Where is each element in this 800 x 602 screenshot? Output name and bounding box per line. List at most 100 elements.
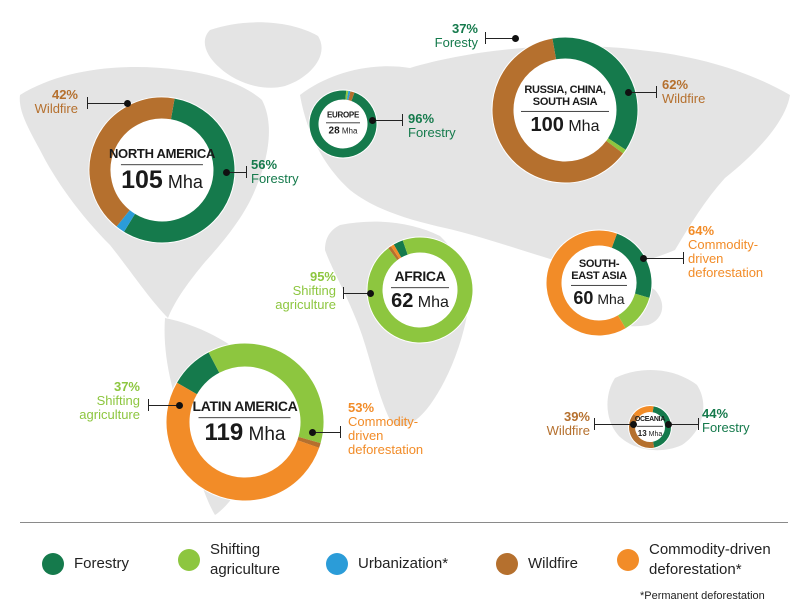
callout-percent: 62% — [662, 78, 742, 92]
callout-label: 44%Forestry — [702, 407, 762, 435]
africa-segment-commodity — [395, 251, 397, 252]
legend-swatch-wildfire — [496, 553, 518, 575]
callout-text: Commodity-driven deforestation — [688, 238, 778, 280]
callout-leader-dot — [367, 290, 374, 297]
callout-leader-dot — [309, 429, 316, 436]
callout-leader-cap — [698, 418, 699, 430]
oceania-total-value: 13 — [638, 429, 647, 438]
callout-leader-dot — [625, 89, 632, 96]
latin-america-total: 119 Mha — [193, 421, 298, 445]
callout-leader-cap — [656, 86, 657, 98]
callout-percent: 56% — [251, 158, 331, 172]
europe-rule — [326, 123, 360, 124]
callout-label: 64%Commodity-driven deforestation — [688, 224, 778, 280]
africa-rule — [391, 287, 449, 288]
south-east-asia-total-unit: Mha — [593, 291, 624, 307]
callout-leader-cap — [246, 166, 247, 178]
callout-leader-dot — [223, 169, 230, 176]
south-east-asia-rule — [571, 285, 627, 286]
russia-china-south-asia-segment-shifting — [615, 144, 617, 147]
latin-america-total-value: 119 — [205, 419, 244, 446]
callout-label: 62%Wildfire — [662, 78, 742, 106]
legend-swatch-shifting — [178, 549, 200, 571]
callout-text: Wildfire — [30, 102, 78, 116]
callout-leader-cap — [402, 114, 403, 126]
legend-label-wildfire: Wildfire — [528, 554, 578, 574]
callout-leader-line — [372, 120, 402, 121]
callout-leader-line — [87, 103, 127, 104]
europe-total-unit: Mha — [340, 127, 358, 136]
callout-leader-dot — [176, 402, 183, 409]
callout-leader-cap — [485, 32, 486, 44]
legend-swatch-urbanization — [326, 553, 348, 575]
callout-text: Wildfire — [540, 424, 590, 438]
latin-america-rule — [199, 417, 291, 418]
callout-leader-dot — [665, 421, 672, 428]
callout-text: Forestry — [251, 172, 331, 186]
legend-divider — [20, 522, 788, 523]
callout-leader-cap — [87, 97, 88, 109]
callout-text: Shifting agriculture — [268, 284, 336, 312]
north-america-rule — [121, 164, 203, 165]
oceania-total-unit: Mha — [647, 431, 663, 438]
callout-leader-line — [668, 424, 698, 425]
callout-text: Foresty — [428, 36, 478, 50]
callout-leader-dot — [369, 117, 376, 124]
russia-china-south-asia-name: RUSSIA, CHINA, SOUTH ASIA — [516, 85, 614, 108]
oceania-total: 13 Mha — [635, 430, 665, 438]
callout-percent: 96% — [408, 112, 488, 126]
legend-swatch-commodity — [617, 549, 639, 571]
legend-item-urbanization: Urbanization* — [326, 553, 466, 575]
latin-america-segment-wildfire — [308, 440, 309, 444]
russia-china-south-asia-total-value: 100 — [531, 114, 564, 136]
north-america-name: NORTH AMERICA — [109, 147, 215, 161]
callout-percent: 44% — [702, 407, 762, 421]
oceania-name: OCEANIA — [635, 416, 665, 423]
russia-china-south-asia-total-unit: Mha — [564, 118, 600, 135]
callout-label: 42%Wildfire — [30, 88, 78, 116]
callout-leader-cap — [594, 418, 595, 430]
legend-item-commodity: Commodity-driven deforestation* — [617, 540, 787, 580]
north-america-center-label: NORTH AMERICA 105 Mha — [109, 147, 215, 193]
latin-america-total-unit: Mha — [243, 424, 285, 445]
russia-china-south-asia-rule — [521, 111, 609, 112]
north-america-total-unit: Mha — [163, 172, 203, 192]
oceania-rule — [637, 426, 663, 427]
legend-item-wildfire: Wildfire — [496, 553, 596, 575]
callout-leader-cap — [683, 252, 684, 264]
callout-leader-line — [594, 424, 633, 425]
north-america-total-value: 105 — [121, 166, 163, 194]
south-east-asia-total: 60 Mha — [566, 289, 632, 307]
europe-segment-wildfire — [349, 96, 353, 97]
callout-leader-line — [485, 38, 515, 39]
callout-percent: 53% — [348, 401, 438, 415]
callout-leader-line — [148, 405, 179, 406]
africa-total-unit: Mha — [413, 294, 449, 311]
north-america-total: 105 Mha — [109, 168, 215, 193]
callout-label: 37%Shifting agriculture — [70, 380, 140, 422]
callout-percent: 39% — [540, 410, 590, 424]
callout-leader-line — [343, 293, 370, 294]
oceania-center-label: OCEANIA 13 Mha — [635, 416, 665, 438]
legend-label-shifting: Shifting agriculture — [210, 540, 288, 580]
callout-text: Wildfire — [662, 92, 742, 106]
callout-leader-line — [312, 432, 340, 433]
callout-leader-cap — [340, 426, 341, 438]
russia-china-south-asia-center-label: RUSSIA, CHINA, SOUTH ASIA 100 Mha — [516, 85, 614, 135]
callout-leader-line — [628, 92, 656, 93]
callout-leader-line — [643, 258, 683, 259]
callout-leader-dot — [640, 255, 647, 262]
callout-label: 37%Foresty — [428, 22, 478, 50]
callout-text: Forestry — [408, 126, 488, 140]
africa-total: 62 Mha — [391, 291, 449, 311]
africa-segment-wildfire — [393, 253, 395, 255]
europe-total-value: 28 — [329, 126, 340, 137]
legend-swatch-forestry — [42, 553, 64, 575]
legend-label-commodity: Commodity-driven deforestation* — [649, 540, 787, 580]
africa-total-value: 62 — [391, 290, 413, 312]
callout-percent: 95% — [268, 270, 336, 284]
callout-leader-cap — [148, 399, 149, 411]
